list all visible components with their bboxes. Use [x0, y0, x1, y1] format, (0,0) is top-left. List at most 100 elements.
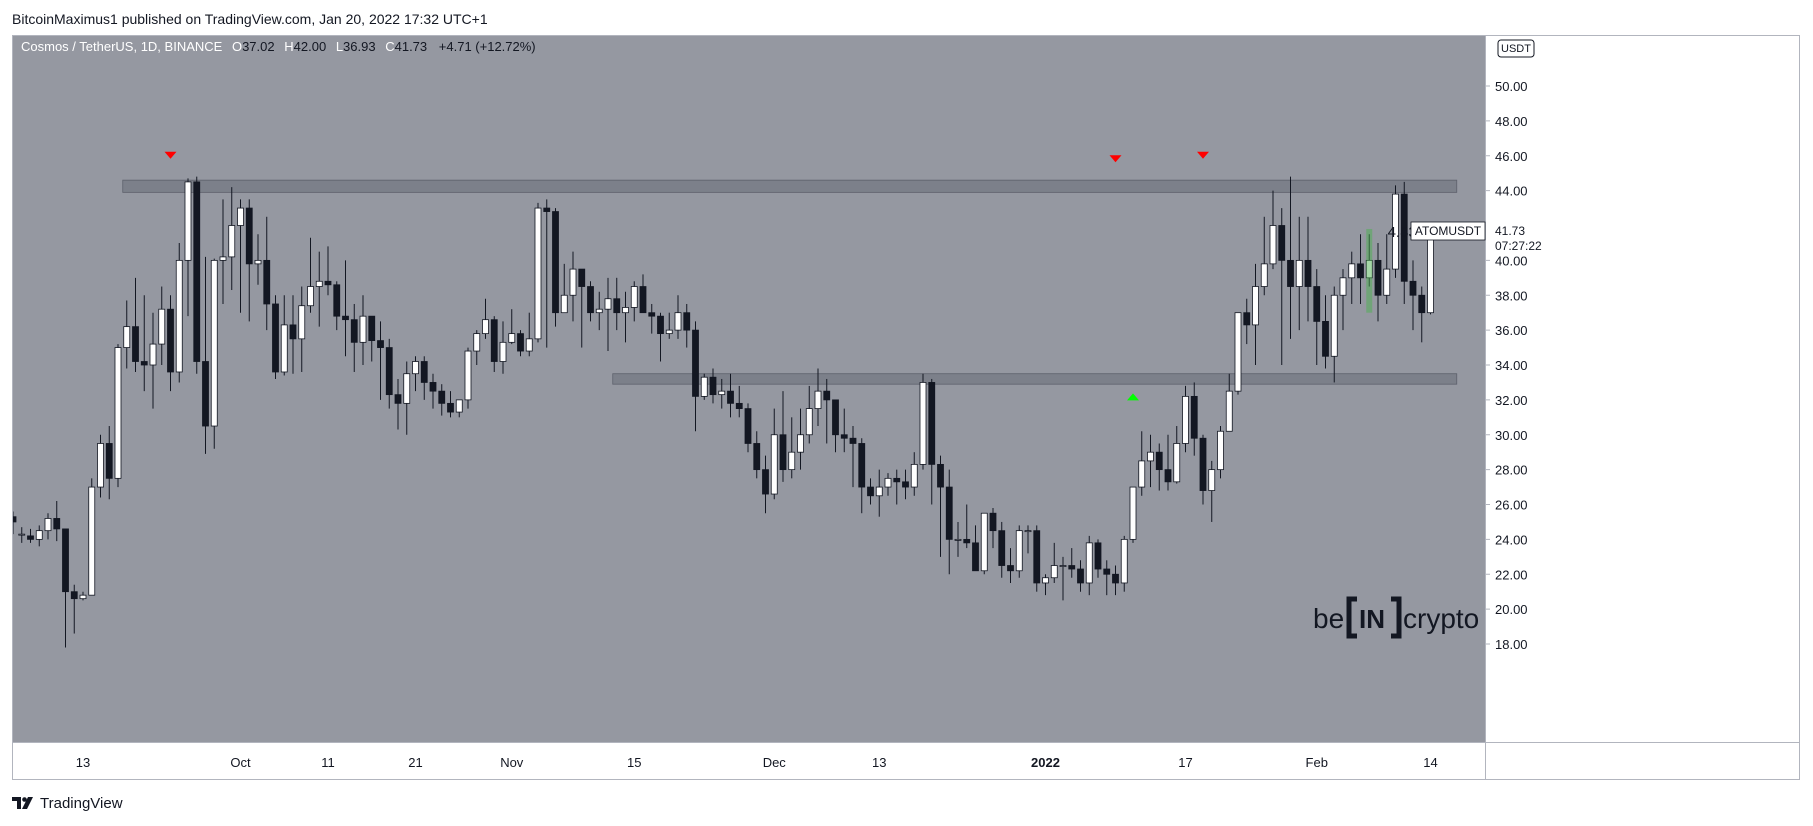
candle-body	[762, 469, 769, 495]
price-tick-label: 24.00	[1495, 532, 1528, 547]
candle-body	[1182, 395, 1189, 444]
candle-body	[1085, 542, 1093, 584]
candle-body	[727, 390, 734, 404]
candle-body	[140, 361, 148, 366]
candle-body	[1392, 193, 1399, 270]
candle-body	[779, 434, 787, 471]
candle-body	[70, 591, 78, 600]
time-tick-label: 17	[1178, 755, 1192, 770]
candle-body	[455, 399, 463, 413]
price-chart[interactable]: 18.00 20.00 22.00 24.00 26.00 28.00 30.00 32.00…	[13, 36, 1799, 779]
candle-body	[630, 286, 638, 308]
candle-body	[403, 373, 411, 404]
legend-close-label: C	[385, 39, 394, 54]
candle-body	[1295, 259, 1303, 287]
time-tick-label: 11	[321, 755, 335, 770]
watermark-crypto: crypto	[1403, 603, 1479, 634]
tradingview-brand: TradingView	[40, 795, 123, 812]
price-tick-label: 32.00	[1495, 393, 1528, 408]
price-tag-countdown: 07:27:22	[1495, 239, 1542, 253]
candle-body	[1304, 259, 1312, 287]
price-axis[interactable]: 18.00 20.00 22.00 24.00 26.00 28.00 30.00 32.00…	[1485, 79, 1528, 652]
candle-body	[1400, 193, 1408, 282]
candle-body	[945, 486, 953, 540]
price-tag-value-box	[1486, 221, 1553, 255]
measure-layer	[1366, 228, 1373, 313]
price-tag-price: 41.73	[1495, 224, 1525, 238]
currency-badge-label[interactable]: USDT	[1501, 43, 1531, 55]
chart-frame[interactable]: 18.00 20.00 22.00 24.00 26.00 28.00 30.00 32.00…	[12, 35, 1800, 780]
time-tick-label: 13	[872, 755, 886, 770]
candle-body	[569, 268, 577, 296]
candle-body	[1042, 577, 1049, 584]
candle-body	[1024, 530, 1032, 533]
candle-body	[700, 376, 708, 397]
candle-body	[333, 284, 341, 317]
candle-body	[998, 530, 1006, 566]
candle-body	[902, 481, 909, 488]
candle-body	[1094, 542, 1102, 570]
candle-body	[665, 329, 673, 335]
candle-body	[438, 390, 446, 404]
candle-body	[1339, 277, 1347, 296]
watermark-be: be	[1313, 603, 1344, 634]
candle-body	[980, 512, 988, 572]
candle-body	[604, 298, 612, 310]
legend-open-label: O	[232, 39, 242, 54]
candle-body	[307, 286, 314, 307]
candle-body	[692, 329, 699, 397]
price-tick-label: 28.00	[1495, 463, 1528, 478]
candle-body	[1155, 451, 1163, 471]
time-axis[interactable]: 13 Oct 11 21 Nov 15 Dec 13 2022 17 Feb 14	[76, 755, 1438, 770]
measure-bar	[1366, 228, 1373, 313]
tradingview-footer[interactable]: TradingView	[12, 795, 123, 812]
publisher-line: BitcoinMaximus1 published on TradingView…	[12, 11, 488, 27]
candle-body	[1269, 225, 1277, 265]
candle-body	[114, 347, 122, 479]
time-tick-label: 2022	[1031, 755, 1060, 770]
price-tag: ATOMUSDT 41.73 07:27:22	[1410, 221, 1553, 255]
candle-body	[1383, 268, 1391, 296]
time-tick-label: Dec	[763, 755, 787, 770]
candle-body	[578, 268, 586, 287]
tradingview-logo-icon	[12, 796, 34, 812]
candle-body	[735, 402, 743, 409]
candle-body	[928, 382, 936, 465]
time-tick-label: Feb	[1306, 755, 1328, 770]
price-tick-label: 48.00	[1495, 114, 1528, 129]
candle-body	[543, 207, 551, 212]
candle-body	[385, 347, 393, 396]
candle-body	[753, 443, 761, 471]
candle-body	[613, 298, 621, 314]
candle-body	[1348, 263, 1356, 279]
candle-body	[1322, 321, 1329, 357]
candle-body	[622, 307, 629, 314]
candle-body	[1234, 312, 1242, 392]
candle-body	[718, 390, 726, 396]
legend-open-value: 37.02	[242, 39, 275, 54]
price-tick-label: 30.00	[1495, 428, 1528, 443]
candle-body	[517, 333, 524, 352]
candle-body	[1199, 437, 1207, 491]
candle-body	[245, 207, 253, 265]
sell-marker-icon	[164, 151, 177, 159]
candle-body	[595, 308, 603, 314]
candle-body	[805, 408, 813, 436]
candle-body	[1243, 312, 1251, 326]
candle-body	[27, 535, 34, 540]
candle-body	[1129, 486, 1137, 540]
legend-change: +4.71 (+12.72%)	[439, 39, 536, 54]
price-tick-label: 20.00	[1495, 602, 1528, 617]
candle-body	[359, 315, 367, 343]
candle-body	[1330, 294, 1338, 357]
candle-body	[464, 350, 472, 401]
currency-badge[interactable]: USDT	[1497, 39, 1535, 58]
zones-layer	[122, 179, 1458, 385]
candle-body	[1278, 225, 1286, 261]
plot-background	[13, 36, 1485, 742]
candle-body	[184, 181, 192, 261]
price-tick-label: 44.00	[1495, 184, 1528, 199]
legend-high-label: H	[284, 39, 293, 54]
beincrypto-watermark: be IN crypto	[1313, 596, 1479, 639]
candle-body	[350, 319, 358, 343]
